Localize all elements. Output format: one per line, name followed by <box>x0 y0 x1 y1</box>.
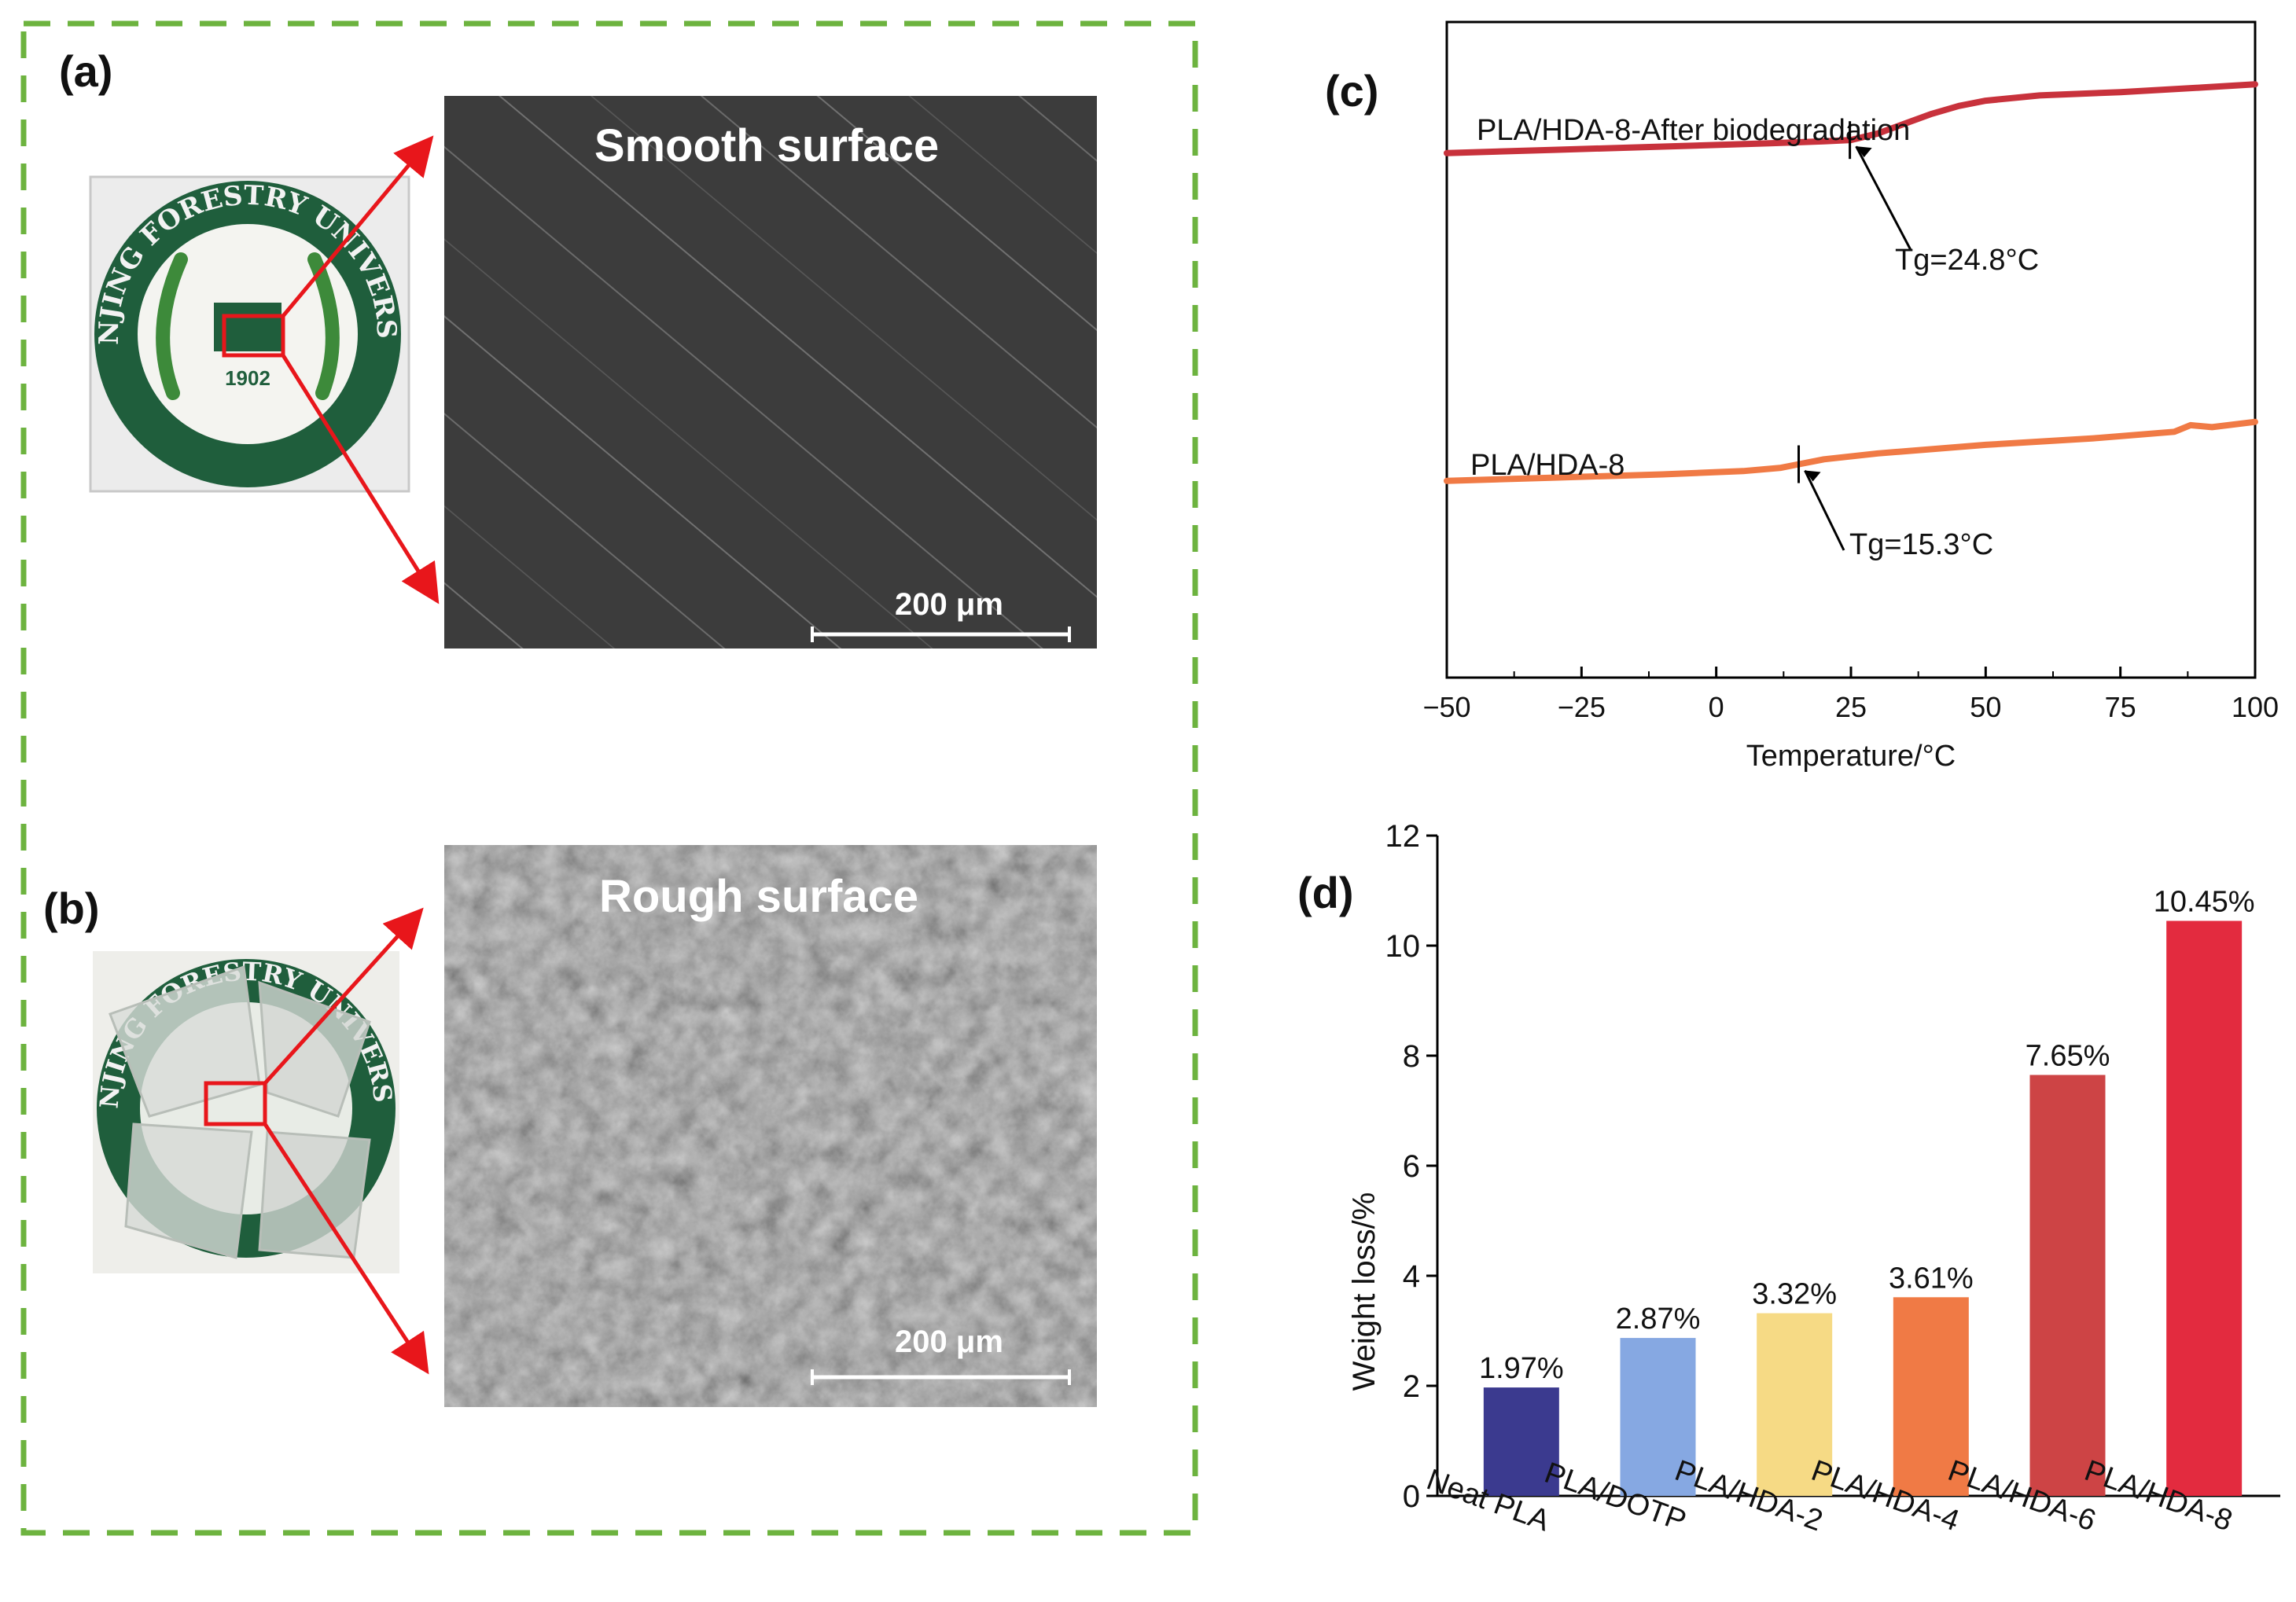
y-tick-label: 10 <box>1385 929 1421 964</box>
series-line <box>1444 418 2258 484</box>
panel-a-label: (a) <box>59 46 112 96</box>
panel-c-label: (c) <box>1325 66 1378 116</box>
panel-b-label: (b) <box>43 884 100 933</box>
tg-arrow <box>1855 145 1912 251</box>
series-label: PLA/HDA-8-After biodegradation <box>1477 114 1910 147</box>
sem-image-rough: Rough surface 200 μm <box>444 845 1097 1407</box>
sem-image-smooth: Smooth surface 200 μm <box>444 96 1097 649</box>
bar-value-label: 3.61% <box>1889 1262 1974 1295</box>
zoom-box-b <box>204 1081 267 1126</box>
tg-arrow <box>1804 469 1845 551</box>
tg-annotation: Tg=15.3°C <box>1849 528 1993 561</box>
sem-title-smooth: Smooth surface <box>594 120 939 171</box>
laurel-right-icon <box>307 252 340 400</box>
y-tick-label: 8 <box>1403 1039 1420 1074</box>
x-tick-label: 25 <box>1835 691 1867 723</box>
series-label: PLA/HDA-8 <box>1470 449 1624 482</box>
zoom-box-a <box>222 314 285 358</box>
zoom-arrow-b-bottom <box>263 1123 429 1375</box>
sem-title-rough: Rough surface <box>599 871 918 922</box>
x-tick-label: −25 <box>1558 691 1606 723</box>
bar-value-label: 3.32% <box>1752 1278 1837 1311</box>
tg-arrowhead <box>1856 146 1872 158</box>
bar-value-label: 10.45% <box>2154 886 2255 919</box>
y-tick-label: 0 <box>1403 1479 1420 1514</box>
x-tick-label: 75 <box>2105 691 2136 723</box>
bar <box>1757 1313 1833 1496</box>
badge-ring-text-b: NANJING FORESTRY UNIVERSITY <box>0 0 398 1110</box>
bar <box>1620 1338 1696 1496</box>
y-tick-label: 12 <box>1385 819 1421 854</box>
y-tick-label: 2 <box>1403 1369 1420 1404</box>
bar <box>2029 1075 2106 1496</box>
tg-annotation: Tg=24.8°C <box>1895 244 2039 277</box>
x-tick-label: 100 <box>2232 691 2279 723</box>
x-tick-label: 50 <box>1970 691 2001 723</box>
bar-value-label: 7.65% <box>2026 1040 2110 1073</box>
series-line <box>1444 81 2258 156</box>
zoom-arrow-b-top <box>263 907 424 1085</box>
badge-year-a: 1902 <box>225 366 270 390</box>
x-tick-label: −50 <box>1422 691 1470 723</box>
y-axis-label: Weight loss/% <box>1347 1192 1382 1391</box>
dashed-border <box>20 20 1198 1536</box>
laurel-left-icon <box>156 252 188 400</box>
scale-bar-label-b: 200 μm <box>895 1325 1003 1359</box>
y-tick-label: 6 <box>1403 1149 1420 1184</box>
bar <box>2166 920 2243 1496</box>
panel-d-label: (d) <box>1297 868 1354 917</box>
bar <box>1893 1297 1969 1496</box>
zoom-arrow-a-top <box>281 135 434 318</box>
zoom-arrow-a-bottom <box>281 354 440 604</box>
bar-value-label: 2.87% <box>1616 1303 1701 1336</box>
film-fragment <box>124 1123 253 1259</box>
bar <box>1483 1387 1559 1496</box>
tg-arrowhead <box>1805 470 1821 482</box>
scale-bar-label-a: 200 μm <box>895 587 1003 622</box>
y-tick-label: 4 <box>1403 1259 1420 1294</box>
x-tick-label: 0 <box>1709 691 1724 723</box>
film-fragment <box>258 1130 371 1259</box>
x-axis-label: Temperature/°C <box>1746 740 1956 773</box>
bar-value-label: 1.97% <box>1479 1352 1564 1385</box>
dsc-chart: −50 −25 0 25 50 75 100 Temperature/°C PLA/HDA-8-… <box>1422 20 2279 773</box>
